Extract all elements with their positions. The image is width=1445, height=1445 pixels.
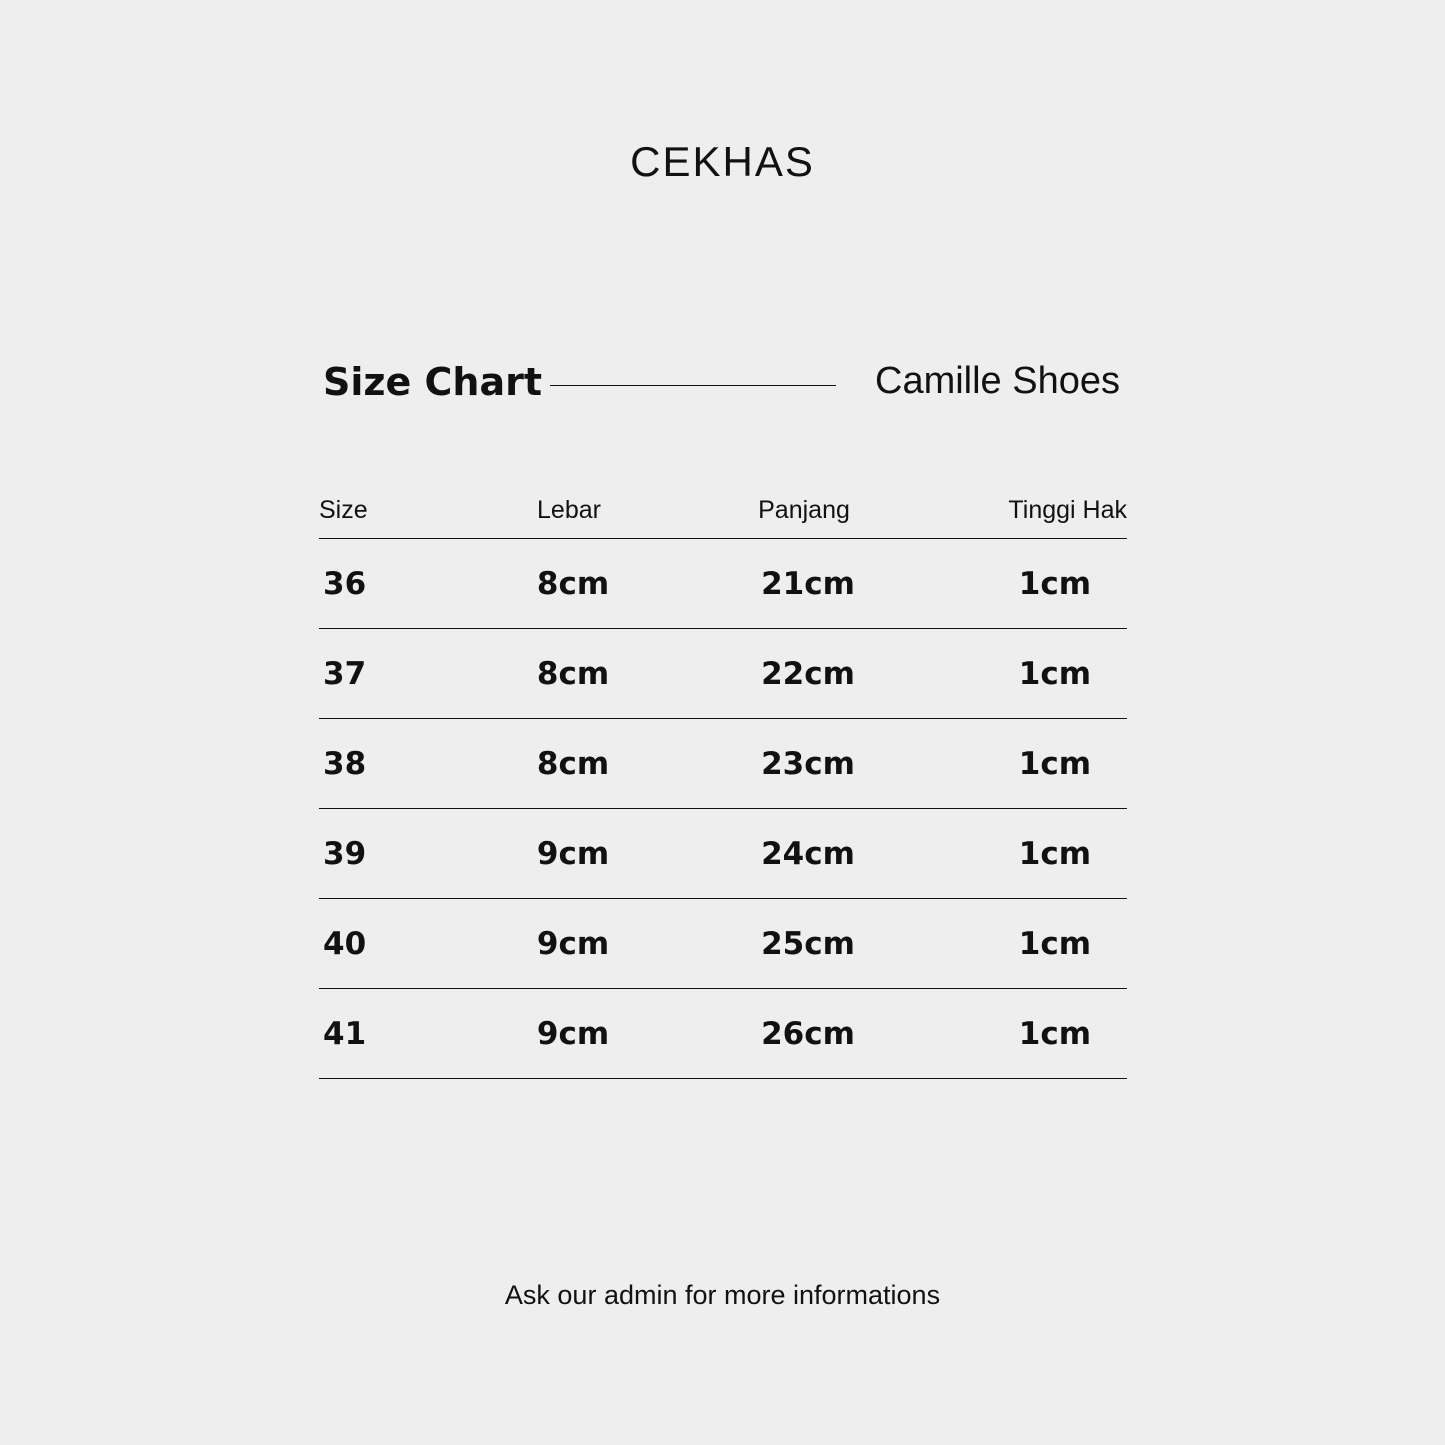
header-cell: Panjang [758,496,850,524]
table-cell: 26cm [761,1015,855,1052]
divider [550,385,836,386]
table-cell: 9cm [536,1015,610,1052]
table-cell: 22cm [761,655,855,692]
table-row: 40 9cm 25cm 1cm [319,899,1127,989]
table-cell: 36 [323,565,367,602]
table-cell: 21cm [761,565,855,602]
table-cell: 1cm [1018,745,1091,782]
header-cell: Tinggi Hak [1008,496,1127,524]
table-cell: 38 [323,745,367,782]
table-cell: 9cm [536,925,610,962]
table-cell: 23cm [761,745,855,782]
table-cell: 8cm [536,745,610,782]
table-cell: 8cm [536,565,610,602]
table-cell: 1cm [1018,1015,1091,1052]
brand-logo: CEKHAS [630,138,815,185]
header-cell: Size [319,496,368,524]
table-cell: 1cm [1018,655,1091,692]
footer-note: Ask our admin for more informations [504,1280,941,1310]
table-row: 36 8cm 21cm 1cm [319,539,1127,629]
page-title: Size Chart [323,360,543,404]
table-cell: 1cm [1018,925,1091,962]
table-cell: 8cm [536,655,610,692]
table-row: 39 9cm 24cm 1cm [319,809,1127,899]
product-name: Camille Shoes [875,360,1120,402]
table-cell: 1cm [1018,565,1091,602]
table-cell: 39 [323,835,367,872]
table-row: 38 8cm 23cm 1cm [319,719,1127,809]
size-table: Size Lebar Panjang Tinggi Hak 36 8cm 21cm 1… [319,496,1127,1079]
table-cell: 40 [323,925,367,962]
table-cell: 41 [323,1015,367,1052]
table-cell: 25cm [761,925,855,962]
table-row: 37 8cm 22cm 1cm [319,629,1127,719]
table-cell: 1cm [1018,835,1091,872]
table-cell: 9cm [536,835,610,872]
table-row: 41 9cm 26cm 1cm [319,989,1127,1079]
header-cell: Lebar [537,496,601,524]
table-header: Size Lebar Panjang Tinggi Hak [319,496,1127,539]
table-cell: 37 [323,655,367,692]
table-cell: 24cm [761,835,855,872]
